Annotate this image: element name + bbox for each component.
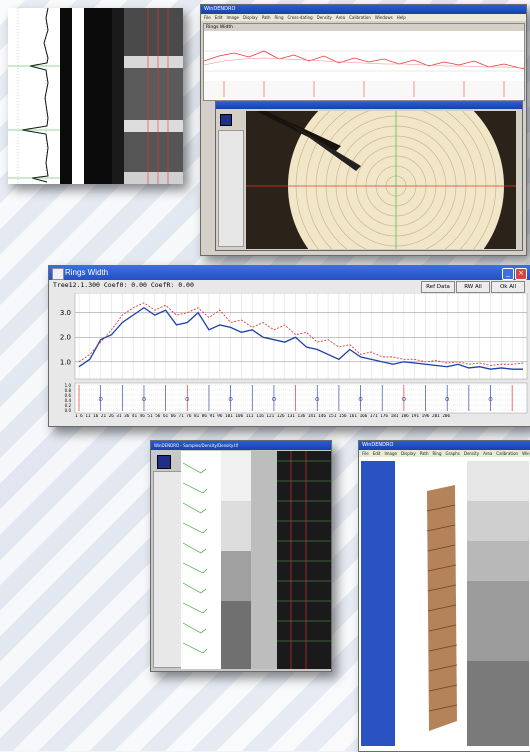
series-line-1 <box>78 302 524 366</box>
rings-width-window: Rings Width _ × Tree12.1.300 Coef0: 0.00… <box>48 265 530 427</box>
menu-item-edit[interactable]: Edit <box>372 451 381 456</box>
menu-item-windows[interactable]: Windows <box>522 451 530 456</box>
lower-point <box>445 397 450 401</box>
menu-item-area[interactable]: Area <box>483 451 493 456</box>
ok-all-button[interactable]: Ok All <box>491 281 525 293</box>
window-title: Rings Width <box>49 266 530 280</box>
tool-palette <box>218 130 244 247</box>
app-icon <box>52 268 64 280</box>
stats-readout: Tree12.1.300 Coef0: 0.00 CoefR: 0.00 <box>53 281 194 289</box>
lower-point <box>228 397 233 401</box>
lower-tick-label: 0.4 <box>65 398 72 403</box>
menu-bar: File Edit Image Display Path Ring Cross-dating… <box>201 14 526 21</box>
close-button[interactable]: × <box>515 268 527 280</box>
menu-item-cross-dating[interactable]: Cross-dating <box>287 15 313 20</box>
y-tick-label: 2.0 <box>60 334 71 342</box>
lower-tick-label: 0.0 <box>65 408 72 413</box>
ref-data-button[interactable]: Ref Data <box>421 281 455 293</box>
density-image-panel <box>181 451 331 669</box>
y-tick-label: 1.0 <box>60 358 71 366</box>
menu-item-image[interactable]: Image <box>384 451 397 456</box>
lower-point <box>358 397 363 401</box>
menu-item-graphs[interactable]: Graphs <box>445 451 460 456</box>
menu-bar: File Edit Image Display Path Ring Graphs Densit… <box>359 450 530 457</box>
lower-point <box>185 397 190 401</box>
menu-item-help[interactable]: Help <box>396 15 406 20</box>
lower-point <box>488 397 493 401</box>
graph-subtitle: Rings Width <box>204 24 524 31</box>
lower-point <box>98 397 103 401</box>
y-tick-label: 3.0 <box>60 309 71 317</box>
menu-item-ring[interactable]: Ring <box>274 15 284 20</box>
mini-ring-chart <box>204 50 524 99</box>
menu-item-density[interactable]: Density <box>316 15 332 20</box>
menu-item-edit[interactable]: Edit <box>214 15 223 20</box>
minimize-button[interactable]: _ <box>502 268 514 280</box>
window-title: WinDENDRO <box>201 5 526 14</box>
graph-panel: Rings Width <box>203 23 525 101</box>
windendro-density-window: WinDENDRO - Samples/Density/Density.tif <box>150 440 332 672</box>
core-density-screenshot <box>8 7 183 184</box>
series-line-0 <box>78 306 523 370</box>
menu-item-calibration[interactable]: Calibration <box>496 451 519 456</box>
lower-point <box>272 397 276 401</box>
disc-subwindow <box>215 101 523 251</box>
menu-item-area[interactable]: Area <box>335 15 346 20</box>
window-title: WinDENDRO - Samples/Density/Density.tif <box>151 441 331 450</box>
menu-item-density[interactable]: Density <box>463 451 480 456</box>
menu-item-file[interactable]: File <box>204 15 211 20</box>
menu-item-display[interactable]: Display <box>242 15 258 20</box>
lower-point <box>142 397 146 401</box>
lower-tick-label: 0.2 <box>65 403 72 408</box>
save-icon[interactable] <box>220 114 232 126</box>
windendro-disc-window: WinDENDRO File Edit Image Display Path Ring Cr… <box>200 4 527 256</box>
tool-panel <box>153 471 183 668</box>
lower-point <box>401 397 406 401</box>
menu-item-display[interactable]: Display <box>400 451 416 456</box>
window-title: WinDENDRO <box>359 441 530 450</box>
menu-item-path[interactable]: Path <box>261 15 271 20</box>
tree-disc-image <box>246 111 516 249</box>
menu-item-calibration[interactable]: Calibration <box>349 15 371 20</box>
save-icon[interactable] <box>157 455 171 469</box>
lower-tick-label: 0.6 <box>65 393 72 398</box>
menu-item-image[interactable]: Image <box>226 15 239 20</box>
menu-item-ring[interactable]: Ring <box>432 451 442 456</box>
x-axis-labels: 1 6 11 16 21 26 31 36 41 46 51 56 61 66 … <box>75 414 451 419</box>
side-panel <box>361 461 395 746</box>
windendro-sample-window: WinDENDRO File Edit Image Display Path Ring Gr… <box>358 440 530 752</box>
lower-point <box>315 397 320 401</box>
menu-item-file[interactable]: File <box>362 451 369 456</box>
menu-item-windows[interactable]: Windows <box>374 15 393 20</box>
core-density-image <box>8 7 183 184</box>
rw-all-button[interactable]: RW All <box>456 281 490 293</box>
wood-sample-image <box>397 461 529 746</box>
lower-tick-label: 1.0 <box>65 383 72 388</box>
menu-item-path[interactable]: Path <box>419 451 429 456</box>
subwindow-title <box>216 102 522 109</box>
rings-width-chart: 1.00.80.60.40.20.0 1.02.03.0 <box>60 293 528 414</box>
lower-tick-label: 0.8 <box>65 388 72 393</box>
